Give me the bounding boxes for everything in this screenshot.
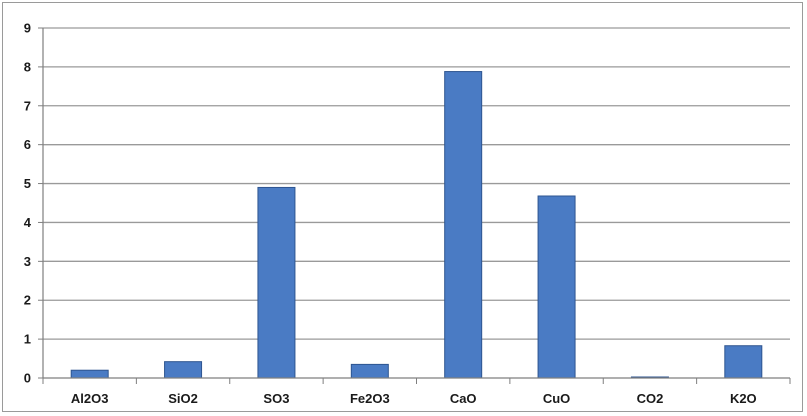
- x-tick-label: Al2O3: [71, 391, 109, 406]
- bar-al2o3: [70, 369, 109, 379]
- bar-k2o: [724, 345, 763, 379]
- y-tick-label: 6: [24, 137, 31, 152]
- y-tick-label: 4: [24, 215, 32, 230]
- y-tick-label: 1: [24, 332, 31, 347]
- x-tick-label: CuO: [543, 391, 570, 406]
- y-tick-labels: 0 1 2 3 4 5 6 7 8 9: [24, 21, 32, 386]
- x-tick-label: K2O: [730, 391, 757, 406]
- y-tick-label: 7: [24, 98, 31, 113]
- bar-cao: [444, 71, 483, 379]
- x-tick-label: CO2: [637, 391, 664, 406]
- bar-fe2o3: [350, 363, 389, 379]
- y-tick-label: 8: [24, 59, 31, 74]
- x-tick-label: CaO: [450, 391, 477, 406]
- x-tick-label: SO3: [263, 391, 289, 406]
- y-tick-label: 5: [24, 176, 31, 191]
- bar-sio2: [164, 361, 203, 379]
- bar-so3: [257, 186, 296, 379]
- bar-cuo: [537, 195, 576, 379]
- bars: [70, 71, 763, 379]
- y-tick-label: 2: [24, 293, 31, 308]
- y-tick-label: 0: [24, 371, 31, 386]
- chart-frame: [2, 2, 803, 412]
- gridlines: [43, 27, 790, 340]
- x-tick-label: Fe2O3: [350, 391, 390, 406]
- y-tick-label: 9: [24, 21, 31, 36]
- y-tick-label: 3: [24, 254, 31, 269]
- axes: [38, 27, 791, 384]
- x-tick-labels: Al2O3 SiO2 SO3 Fe2O3 CaO CuO CO2 K2O: [71, 391, 757, 406]
- x-tick-label: SiO2: [168, 391, 198, 406]
